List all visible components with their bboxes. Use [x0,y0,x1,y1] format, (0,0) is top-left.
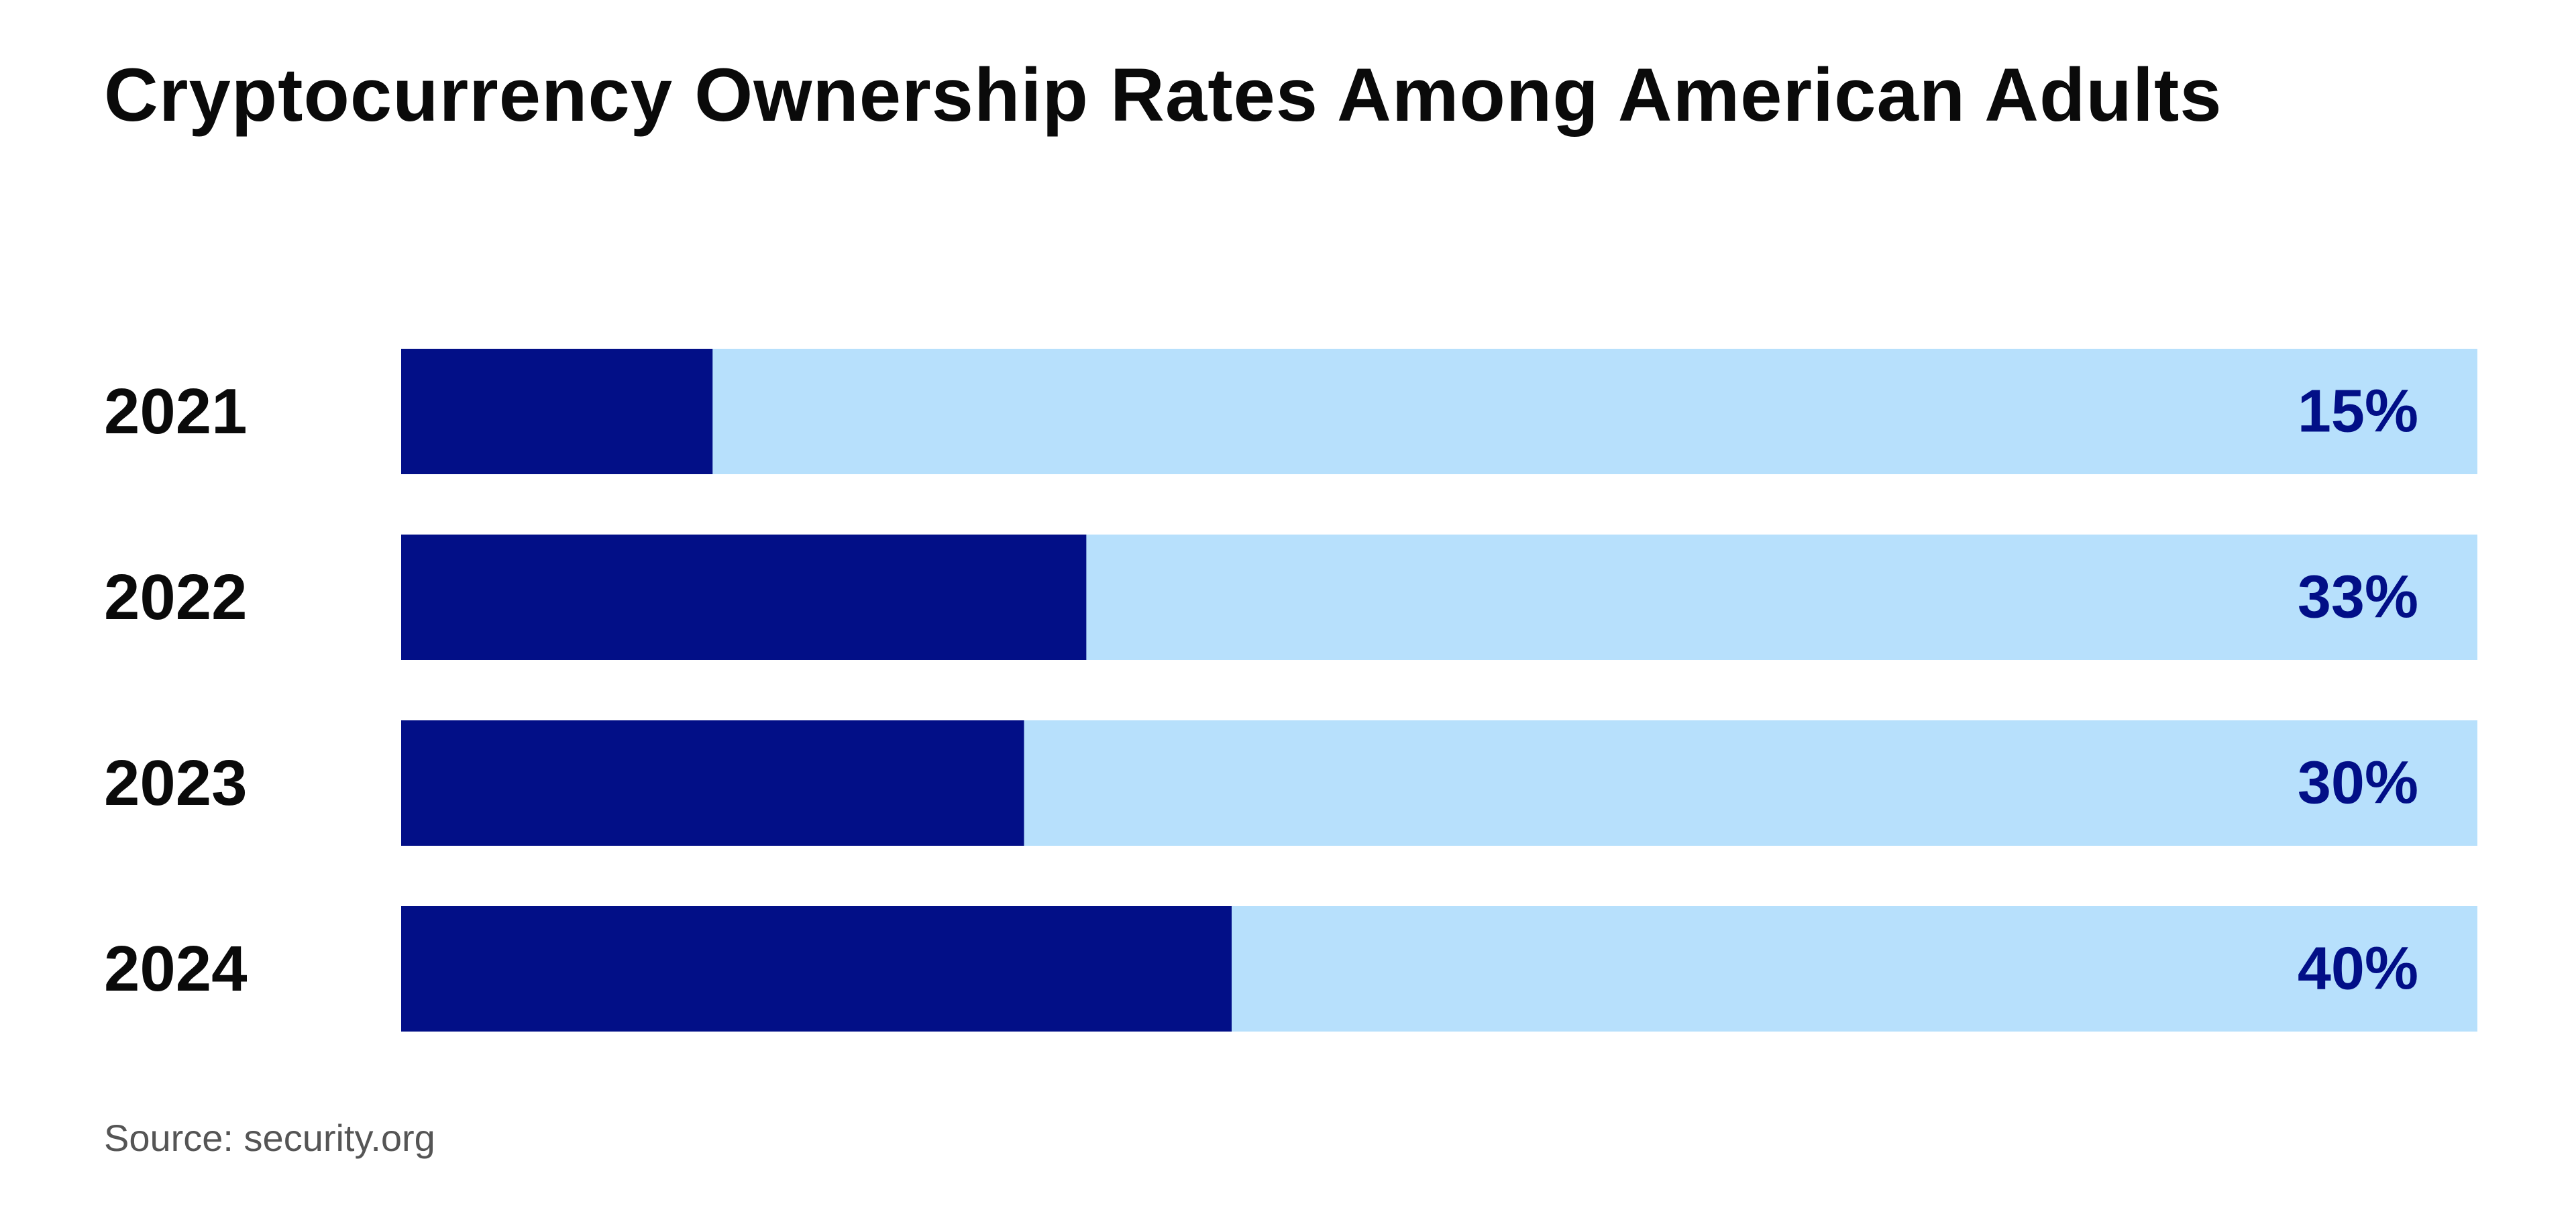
value-label-2024: 40% [2298,936,2418,1003]
value-label-2021: 15% [2298,378,2418,445]
bar-track-2021 [401,349,2477,474]
category-label-2023: 2023 [104,747,248,819]
source-note: Source: security.org [104,1117,435,1159]
category-label-2022: 2022 [104,561,248,633]
value-label-2022: 33% [2298,564,2418,631]
bar-2024 [401,906,1232,1032]
value-label-2023: 30% [2298,750,2418,817]
chart-title: Cryptocurrency Ownership Rates Among Ame… [104,53,2222,137]
category-label-2021: 2021 [104,376,248,447]
bar-2023 [401,720,1024,846]
category-label-2024: 2024 [104,933,248,1005]
bar-2022 [401,535,1087,660]
bar-2021 [401,349,713,474]
